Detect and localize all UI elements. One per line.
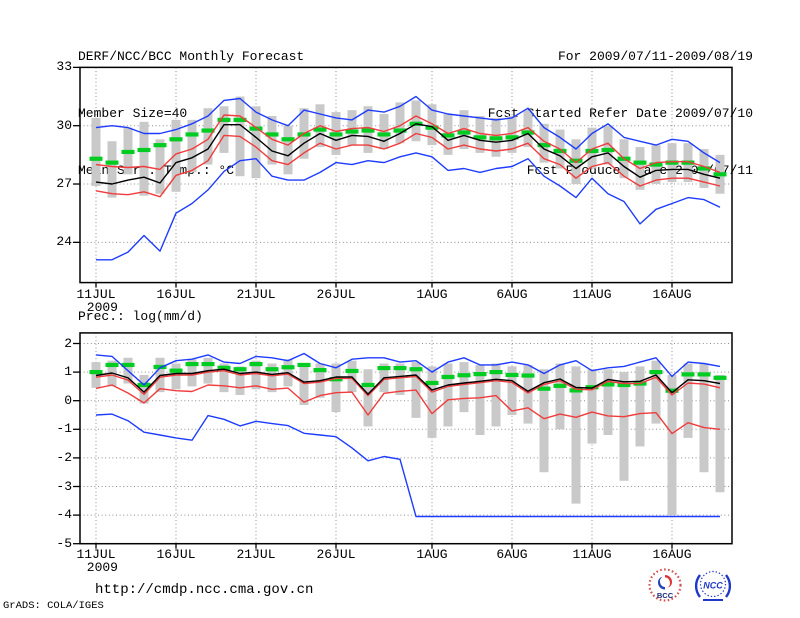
ensemble-spread-bar [459,110,469,150]
forecast-range-label: For 2009/07/11-2009/08/19 [557,49,753,64]
minus-sd-line [95,384,721,435]
ensemble-spread-bar [331,363,341,413]
bcc-logo: BCC [646,566,684,604]
ensemble-spread-bar [267,363,277,393]
ncc-logo: NCC [693,566,733,606]
ensemble-spread-bar [507,115,517,153]
prec-chart-title: Prec.: log(mm/d) [78,309,203,324]
ensemble-spread-bar [395,102,405,144]
ensemble-spread-bar [187,119,197,173]
ensemble-spread-bar [715,374,725,493]
ensemble-spread-bar [571,366,581,504]
ensemble-spread-bar [475,115,485,153]
ensemble-spread-bar [523,364,533,424]
plot-title: DERF/NCC/BCC Monthly Forecast [78,49,305,64]
ensemble-spread-bar [171,119,181,192]
ensemble-spread-bar [683,363,693,438]
plot-frame [79,66,733,284]
ensemble-spread-bar [299,363,309,405]
ensemble-spread-bar [523,110,533,148]
ensemble-spread-bar [587,127,597,169]
ensemble-spread-bar [91,117,101,186]
bcc-logo-text: BCC [657,591,674,600]
ensemble-spread-bar [267,115,277,165]
ensemble-min-line [95,413,720,518]
bcc-ring-text [648,568,682,602]
bcc-swirl-red [665,575,672,588]
plus-sd-line [95,370,721,397]
plus-sd-line [95,114,721,174]
ensemble-spread-bar [635,366,645,447]
ensemble-spread-bar [347,110,357,146]
ensemble-spread-bar [555,363,565,430]
bcc-logo-field [646,566,684,604]
ensemble-spread-bar [603,369,613,436]
ensemble-min-line [96,152,721,261]
member-size-label: Member Size=40 [78,106,188,121]
ncc-wreath-right [725,574,732,598]
ensemble-spread-bar [251,360,261,390]
ensemble-spread-bar [139,121,149,196]
ensemble-max-line [95,352,721,386]
ncc-logo-text: NCC [703,581,723,591]
website-url: http://cmdp.ncc.cma.gov.cn [95,582,314,598]
minus-sd-line [95,132,721,198]
ensemble-spread-bar [171,363,181,390]
ensemble-spread-bar [619,372,629,481]
prec-chart [73,332,733,549]
ensemble-spread-bar [235,366,245,395]
ensemble-spread-bar [283,125,293,175]
ensemble-spread-bar [507,366,517,415]
plot-frame [79,332,733,545]
grads-credit: GrADS: COLA/IGES [3,600,104,612]
ensemble-spread-bar [475,364,485,436]
ensemble-mean-line [95,123,721,185]
refer-date-label: Fcst Started Refer Date 2009/07/10 [487,106,753,121]
ensemble-spread-bar [395,363,405,395]
ensemble-mean-line [95,368,721,395]
ensemble-spread-bar [443,363,453,427]
ensemble-spread-bar [459,362,469,413]
ensemble-spread-bar [107,141,117,198]
ensemble-spread-bar [587,369,597,444]
ensemble-spread-bar [203,108,213,165]
ensemble-spread-bar [251,106,261,179]
ensemble-spread-bar [667,374,677,516]
ensemble-spread-bar [699,363,709,473]
ensemble-spread-bar [219,106,229,153]
ensemble-spread-bar [139,374,149,404]
temp-chart [73,66,733,288]
ncc-logo-field [693,566,733,606]
ensemble-spread-bar [427,104,437,146]
ensemble-spread-bar [603,125,613,165]
ncc-wreath-left [694,574,701,598]
bcc-swirl-blue [658,576,665,590]
ensemble-spread-bar [363,369,373,427]
ensemble-spread-bar [155,139,165,194]
ensemble-spread-bar [219,363,229,393]
ensemble-spread-bar [539,369,549,473]
ncc-ring-text [699,570,727,598]
ensemble-spread-bar [427,366,437,438]
ensemble-max-line [95,95,721,164]
ensemble-spread-bar [411,100,421,142]
ensemble-spread-bar [651,360,661,424]
